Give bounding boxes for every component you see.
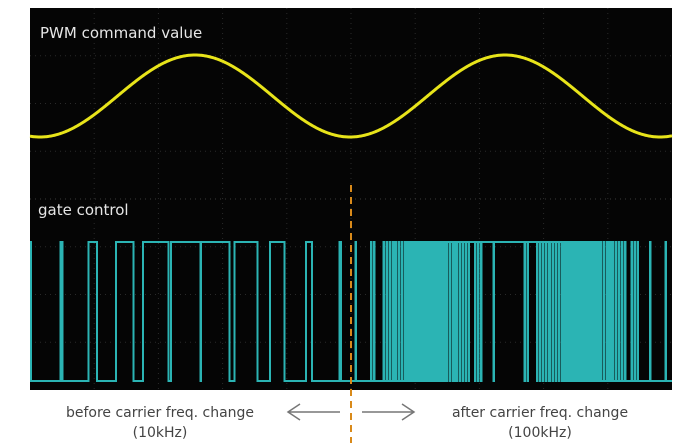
left-annotation-sub: (10kHz) xyxy=(133,425,188,441)
left-annotation: before carrier freq. change xyxy=(66,405,254,421)
right-annotation-sub: (100kHz) xyxy=(508,425,572,441)
bottom-label: gate control xyxy=(38,201,129,219)
oscilloscope-figure: PWM command value gate control before ca… xyxy=(0,0,687,443)
right-annotation: after carrier freq. change xyxy=(452,405,628,421)
top-label: PWM command value xyxy=(40,24,202,42)
